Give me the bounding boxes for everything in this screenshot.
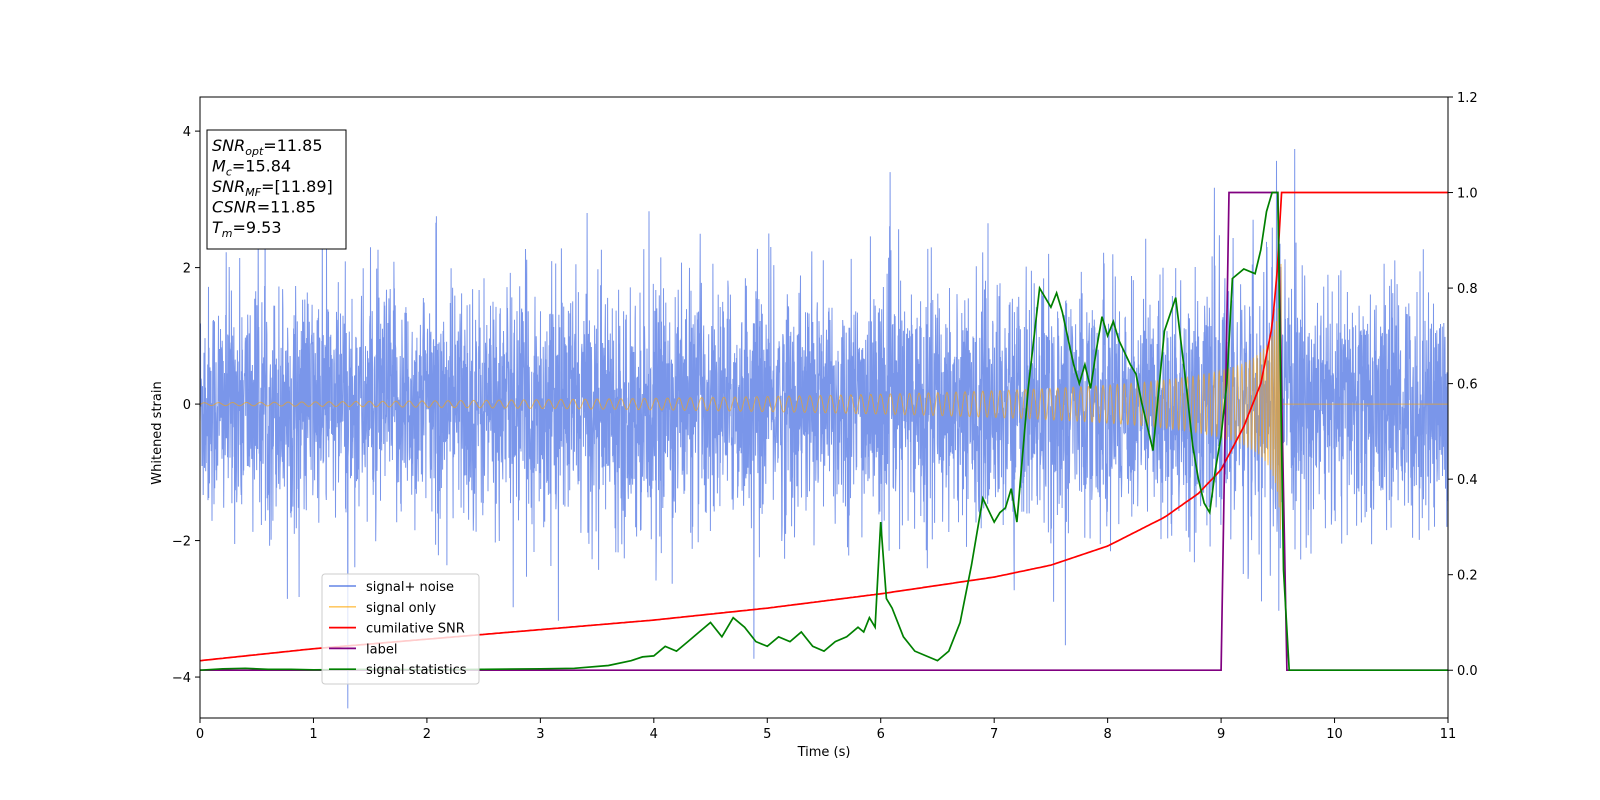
legend-label: signal+ noise bbox=[366, 580, 454, 595]
annotation-line: CSNR=11.85 bbox=[212, 198, 316, 217]
legend: signal+ noise signal only cumilative SNR la… bbox=[321, 573, 480, 685]
x-axis-label: Time (s) bbox=[797, 745, 851, 760]
x-tick-label: 8 bbox=[1103, 727, 1111, 742]
y-right-tick-label: 0.6 bbox=[1457, 378, 1478, 393]
series-signal-only bbox=[200, 263, 1448, 530]
annotation-line: Tm=9.53 bbox=[212, 218, 282, 240]
legend-label: label bbox=[366, 642, 397, 657]
y-axis-label: Whitened strain bbox=[150, 381, 165, 484]
y-right-tick-label: 0.0 bbox=[1457, 664, 1478, 679]
x-tick-label: 5 bbox=[763, 727, 771, 742]
x-axis-ticks: 0 1 2 3 4 5 6 7 8 9 10 11 bbox=[196, 718, 1456, 742]
x-tick-label: 3 bbox=[536, 727, 544, 742]
y-right-tick-label: 0.4 bbox=[1457, 473, 1478, 488]
legend-label: cumilative SNR bbox=[366, 622, 465, 637]
y-left-tick-label: −4 bbox=[172, 671, 191, 686]
y-left-tick-label: 4 bbox=[183, 125, 191, 140]
y-left-tick-label: −2 bbox=[172, 535, 191, 550]
annotation-line: SNRopt=11.85 bbox=[212, 136, 323, 158]
y-right-tick-label: 0.8 bbox=[1457, 282, 1478, 297]
x-tick-label: 2 bbox=[423, 727, 431, 742]
annotation-box: SNRopt=11.85Mc=15.84SNRMF=[11.89]CSNR=11… bbox=[206, 129, 347, 250]
annotation-frame bbox=[206, 129, 347, 250]
y-right-tick-label: 0.2 bbox=[1457, 569, 1478, 584]
series-signal-statistics bbox=[200, 191, 1448, 672]
legend-label: signal statistics bbox=[366, 663, 467, 678]
y-right-tick-label: 1.0 bbox=[1457, 187, 1478, 202]
legend-frame bbox=[321, 573, 480, 685]
x-tick-label: 11 bbox=[1440, 727, 1457, 742]
x-tick-label: 6 bbox=[877, 727, 885, 742]
y-right-tick-label: 1.2 bbox=[1457, 91, 1478, 106]
y-right-axis-ticks: 0.0 0.2 0.4 0.6 0.8 1.0 1.2 bbox=[1448, 91, 1478, 679]
annotation-line: SNRMF=[11.89] bbox=[212, 177, 333, 199]
plot-frame bbox=[199, 96, 1449, 719]
y-left-tick-label: 0 bbox=[183, 398, 191, 413]
x-tick-label: 1 bbox=[309, 727, 317, 742]
x-tick-label: 10 bbox=[1326, 727, 1343, 742]
x-tick-label: 0 bbox=[196, 727, 204, 742]
y-left-tick-label: 2 bbox=[183, 262, 191, 277]
x-tick-label: 7 bbox=[990, 727, 998, 742]
x-tick-label: 9 bbox=[1217, 727, 1225, 742]
y-left-axis-ticks: −4 −2 0 2 4 bbox=[172, 125, 200, 686]
x-tick-label: 4 bbox=[650, 727, 658, 742]
legend-label: signal only bbox=[366, 601, 436, 616]
annotation-line: Mc=15.84 bbox=[212, 157, 291, 179]
